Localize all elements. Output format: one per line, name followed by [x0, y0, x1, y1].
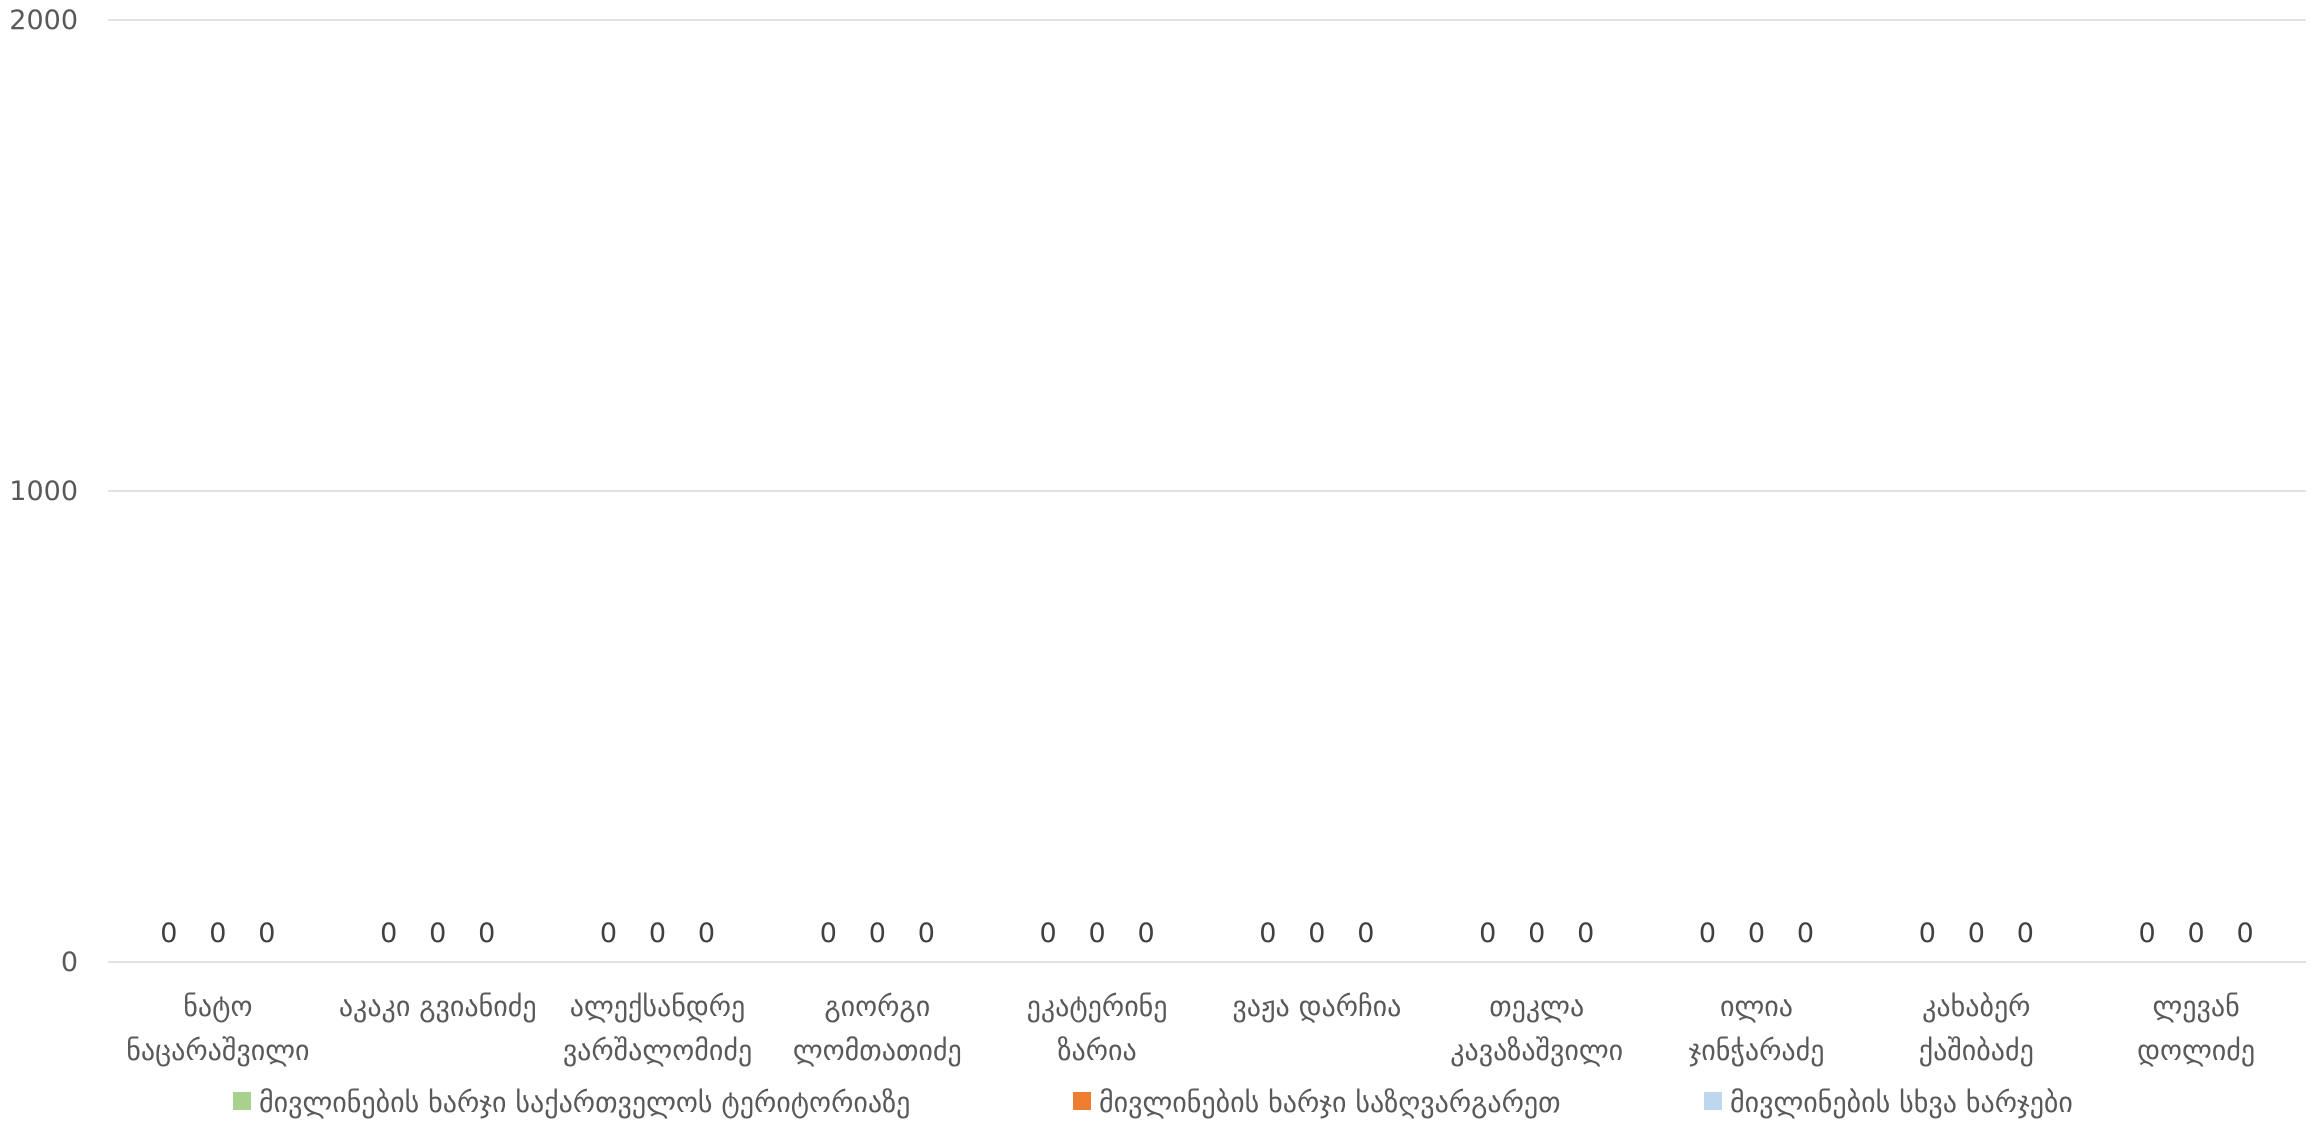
category-label: თეკლა — [1489, 990, 1584, 1023]
data-label: 0 — [1259, 918, 1276, 949]
data-label: 0 — [1528, 918, 1545, 949]
legend-swatch — [1073, 1092, 1091, 1110]
data-label: 0 — [698, 918, 715, 949]
y-tick-label: 1000 — [9, 476, 78, 507]
data-label: 0 — [209, 918, 226, 949]
data-label: 0 — [2188, 918, 2205, 949]
data-label: 0 — [1040, 918, 1057, 949]
data-label: 0 — [380, 918, 397, 949]
data-label: 0 — [1968, 918, 1985, 949]
category-label: ეკატერინე — [1027, 990, 1168, 1023]
legend: მივლინების ხარჯი საქართველოს ტერიტორიაზე… — [233, 1086, 2073, 1119]
data-label: 0 — [1699, 918, 1716, 949]
data-label: 0 — [258, 918, 275, 949]
category-label: ალექსანდრე — [570, 990, 745, 1023]
category-label: ქაშიბაძე — [1919, 1034, 2034, 1067]
data-label: 0 — [2237, 918, 2254, 949]
data-label: 0 — [1919, 918, 1936, 949]
data-label: 0 — [429, 918, 446, 949]
data-labels: 0 0 0 0 0 0 0 0 0 0 0 0 0 0 0 0 0 0 0 0 0 0 0 0 0 0 0 0 0 0 — [160, 918, 2253, 949]
legend-swatch — [1704, 1092, 1722, 1110]
category-label: დოლიძე — [2137, 1034, 2255, 1067]
x-axis-categories: ნატო ნაცარაშვილი აკაკი გვიანიძე ალექსანდრე ვ… — [126, 990, 2255, 1067]
data-label: 0 — [1138, 918, 1155, 949]
data-label: 0 — [2017, 918, 2034, 949]
data-label: 0 — [1479, 918, 1496, 949]
data-label: 0 — [1308, 918, 1325, 949]
data-label: 0 — [600, 918, 617, 949]
data-label: 0 — [918, 918, 935, 949]
category-label: ზარია — [1057, 1034, 1136, 1067]
category-label: კახაბერ — [1922, 990, 2030, 1023]
data-label: 0 — [160, 918, 177, 949]
category-label: ვაჟა დარჩია — [1232, 990, 1401, 1023]
data-label: 0 — [820, 918, 837, 949]
y-tick-label: 2000 — [9, 5, 78, 36]
category-label: ვარშალომიძე — [563, 1034, 752, 1067]
category-label: ჯინჭარაძე — [1689, 1034, 1825, 1067]
category-label: ნაცარაშვილი — [126, 1034, 309, 1067]
y-axis-ticks: 0 1000 2000 — [9, 5, 78, 978]
category-label: ნატო — [183, 990, 252, 1023]
data-label: 0 — [478, 918, 495, 949]
legend-label: მივლინების ხარჯი საზღვარგარეთ — [1099, 1086, 1561, 1119]
legend-label: მივლინების ხარჯი საქართველოს ტერიტორიაზე — [259, 1086, 910, 1119]
data-label: 0 — [1089, 918, 1106, 949]
data-label: 0 — [1357, 918, 1374, 949]
data-label: 0 — [1797, 918, 1814, 949]
data-label: 0 — [869, 918, 886, 949]
category-label: აკაკი გვიანიძე — [339, 990, 537, 1023]
data-label: 0 — [649, 918, 666, 949]
category-label: გიორგი — [824, 990, 930, 1023]
category-label: კავაზაშვილი — [1450, 1034, 1623, 1067]
gridlines — [108, 19, 2306, 963]
data-label: 0 — [1748, 918, 1765, 949]
data-label: 0 — [1577, 918, 1594, 949]
y-tick-label: 0 — [61, 947, 78, 978]
category-label: ლომთათიძე — [793, 1034, 962, 1067]
category-label: ლევან — [2152, 990, 2239, 1023]
legend-label: მივლინების სხვა ხარჯები — [1730, 1086, 2073, 1119]
legend-swatch — [233, 1092, 251, 1110]
category-label: ილია — [1720, 990, 1793, 1023]
data-label: 0 — [2139, 918, 2156, 949]
